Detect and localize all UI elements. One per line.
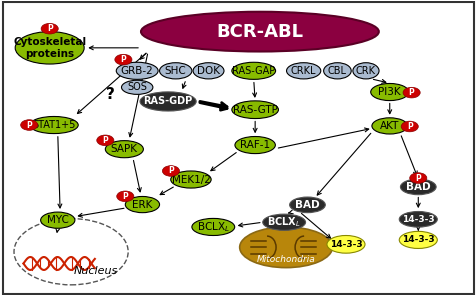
Circle shape — [41, 23, 58, 34]
Text: P: P — [26, 120, 32, 130]
Text: 14-3-3: 14-3-3 — [401, 235, 434, 244]
Text: P: P — [47, 24, 52, 33]
Text: CBL: CBL — [327, 66, 346, 76]
Ellipse shape — [191, 218, 234, 236]
Ellipse shape — [398, 211, 436, 227]
Text: P: P — [168, 166, 173, 176]
Ellipse shape — [286, 63, 320, 79]
Text: BAD: BAD — [405, 182, 430, 192]
Text: BCLX$_L$: BCLX$_L$ — [197, 220, 229, 234]
Text: Nucleus: Nucleus — [73, 266, 118, 276]
Text: CRK: CRK — [355, 66, 375, 76]
Text: SAPK: SAPK — [110, 144, 138, 154]
Ellipse shape — [371, 118, 407, 134]
Ellipse shape — [116, 62, 158, 79]
Circle shape — [402, 87, 419, 98]
Text: MYC: MYC — [47, 215, 69, 225]
Circle shape — [400, 121, 417, 132]
Ellipse shape — [30, 117, 78, 133]
Ellipse shape — [140, 92, 196, 111]
Circle shape — [162, 166, 179, 176]
Text: RAS-GAP: RAS-GAP — [232, 66, 275, 76]
Ellipse shape — [125, 197, 159, 213]
Text: SHC: SHC — [165, 66, 186, 76]
Ellipse shape — [398, 231, 436, 248]
Text: CRKL: CRKL — [290, 66, 316, 76]
Circle shape — [409, 173, 426, 183]
Text: Mitochondria: Mitochondria — [256, 255, 315, 264]
Ellipse shape — [105, 141, 143, 158]
Text: BCLX$_L$: BCLX$_L$ — [267, 215, 300, 229]
Text: SOS: SOS — [127, 82, 147, 92]
Text: RAS-GTP: RAS-GTP — [232, 105, 277, 115]
Ellipse shape — [121, 80, 153, 94]
Ellipse shape — [231, 101, 278, 118]
Ellipse shape — [193, 63, 224, 79]
Ellipse shape — [239, 227, 332, 268]
Text: ERK: ERK — [132, 200, 152, 210]
Ellipse shape — [289, 197, 325, 213]
Ellipse shape — [370, 83, 408, 101]
Ellipse shape — [323, 63, 350, 79]
Text: STAT1+5: STAT1+5 — [32, 120, 76, 130]
Text: GRB-2: GRB-2 — [120, 66, 153, 76]
Circle shape — [97, 135, 114, 146]
Ellipse shape — [262, 214, 305, 230]
Ellipse shape — [352, 63, 378, 79]
Circle shape — [20, 120, 38, 130]
Text: BAD: BAD — [295, 200, 319, 210]
Text: AKT: AKT — [379, 121, 398, 131]
Ellipse shape — [326, 236, 364, 253]
Text: P: P — [102, 136, 108, 145]
Ellipse shape — [40, 212, 75, 228]
Text: P: P — [122, 192, 128, 201]
Ellipse shape — [159, 63, 191, 79]
Text: P: P — [120, 55, 126, 64]
Text: P: P — [415, 173, 420, 183]
Circle shape — [117, 191, 134, 202]
Text: MEK1/2: MEK1/2 — [171, 175, 210, 184]
Text: 14-3-3: 14-3-3 — [329, 240, 362, 249]
Text: RAF-1: RAF-1 — [239, 140, 269, 150]
Ellipse shape — [170, 171, 211, 188]
Text: P: P — [406, 122, 412, 131]
Text: BCR-ABL: BCR-ABL — [216, 22, 303, 41]
Ellipse shape — [235, 136, 275, 154]
Text: P: P — [408, 88, 414, 97]
Text: ?: ? — [105, 87, 114, 102]
Text: PI3K: PI3K — [377, 87, 400, 97]
Ellipse shape — [15, 32, 84, 64]
Text: 14-3-3: 14-3-3 — [401, 215, 434, 224]
Ellipse shape — [231, 62, 275, 79]
Text: RAS-GDP: RAS-GDP — [143, 96, 192, 107]
Ellipse shape — [141, 12, 378, 52]
Circle shape — [115, 54, 132, 65]
Text: Cytoskeletal
proteins: Cytoskeletal proteins — [13, 37, 86, 59]
Text: DOK: DOK — [197, 66, 219, 76]
Ellipse shape — [400, 179, 435, 195]
